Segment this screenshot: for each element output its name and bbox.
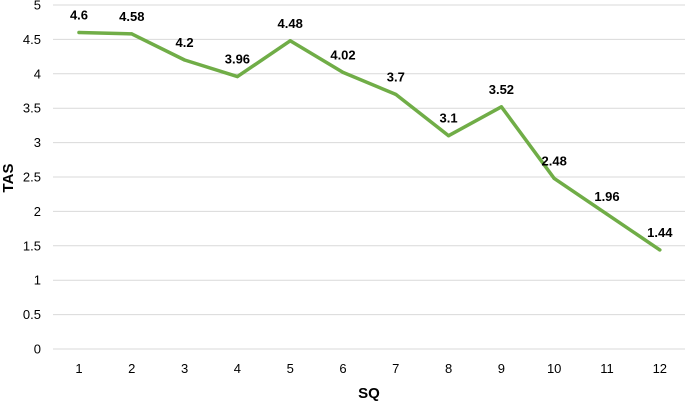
y-tick-label: 0 xyxy=(34,342,41,357)
data-point xyxy=(658,248,662,252)
data-point xyxy=(447,134,451,138)
data-label: 4.48 xyxy=(278,16,303,31)
data-label: 4.2 xyxy=(176,35,194,50)
data-label: 3.96 xyxy=(225,52,250,67)
x-axis-title: SQ xyxy=(358,385,380,402)
y-tick-label: 0.5 xyxy=(23,307,41,322)
data-point xyxy=(552,176,556,180)
data-labels: 4.6 4.58 4.2 3.96 4.48 4.02 3.7 3.1 3.52 2.48 1.96… xyxy=(70,8,673,240)
data-point xyxy=(605,212,609,216)
data-label: 1.96 xyxy=(594,189,619,204)
y-tick-label: 3.5 xyxy=(23,101,41,116)
x-tick-label: 3 xyxy=(181,361,188,376)
y-axis-title: TAS xyxy=(0,164,17,193)
gridlines xyxy=(53,4,685,350)
data-label: 4.02 xyxy=(330,47,355,62)
data-point xyxy=(394,92,398,97)
x-tick-label: 9 xyxy=(498,361,505,376)
y-tick-label: 4 xyxy=(34,66,41,81)
x-tick-label: 10 xyxy=(547,361,561,376)
x-tick-label: 2 xyxy=(128,361,135,376)
data-point xyxy=(499,105,503,109)
data-point xyxy=(183,58,187,62)
data-label: 1.44 xyxy=(647,225,673,240)
x-tick-label: 12 xyxy=(653,361,667,376)
data-point xyxy=(130,32,134,36)
data-point xyxy=(288,39,292,43)
data-label: 3.1 xyxy=(440,111,458,126)
data-label: 3.52 xyxy=(489,82,514,97)
y-tick-label: 5 xyxy=(34,0,41,13)
y-tick-label: 1 xyxy=(34,273,41,288)
y-tick-label: 3 xyxy=(34,135,41,150)
x-tick-label: 6 xyxy=(339,361,346,376)
series-line xyxy=(77,30,662,252)
x-tick-label: 7 xyxy=(392,361,399,376)
y-tick-label: 4.5 xyxy=(23,32,41,47)
x-tick-label: 11 xyxy=(600,361,614,376)
y-tick-label: 1.5 xyxy=(23,238,41,253)
data-label: 4.6 xyxy=(70,8,88,23)
data-point xyxy=(77,30,81,35)
data-label: 4.58 xyxy=(119,9,144,24)
x-tick-label: 4 xyxy=(234,361,241,376)
data-label: 3.7 xyxy=(387,69,405,84)
series-layer xyxy=(77,30,662,252)
data-point xyxy=(235,74,239,79)
y-axis-ticks: 0 0.5 1 1.5 2 2.5 3 3.5 4 4.5 5 xyxy=(23,0,41,357)
data-label: 2.48 xyxy=(542,153,567,168)
x-tick-label: 8 xyxy=(445,361,452,376)
x-axis-ticks: 1 2 3 4 5 6 7 8 9 10 11 12 xyxy=(75,361,667,376)
x-tick-label: 5 xyxy=(287,361,294,376)
y-tick-label: 2 xyxy=(34,204,41,219)
y-tick-label: 2.5 xyxy=(23,170,41,185)
x-tick-label: 1 xyxy=(75,361,82,376)
data-point xyxy=(341,70,345,75)
